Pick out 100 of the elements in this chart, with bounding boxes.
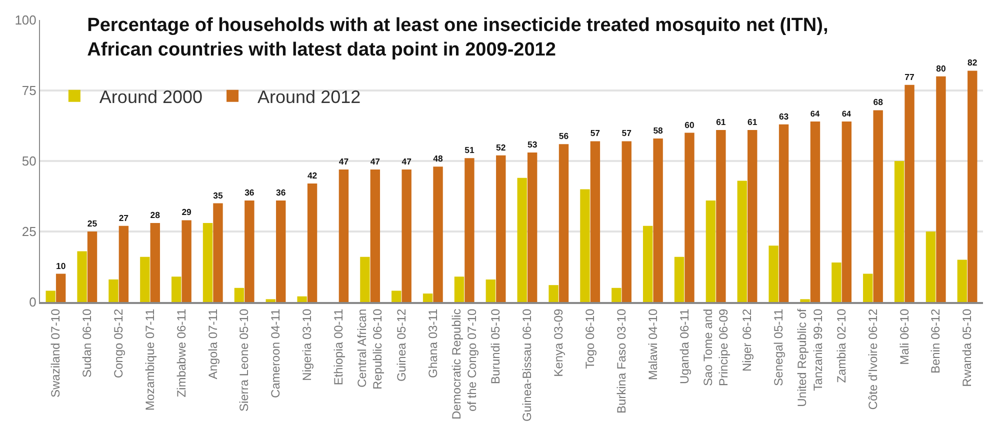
bar	[266, 299, 276, 302]
bar	[307, 184, 318, 302]
legend-label: Around 2000	[99, 86, 203, 107]
legend-label: Around 2012	[258, 86, 361, 107]
bar	[684, 132, 694, 302]
x-tick-label: Senegal 05-11	[772, 308, 786, 386]
bar	[904, 84, 914, 302]
x-tick-label: Uganda 06-11	[677, 308, 692, 384]
bar	[360, 256, 370, 302]
y-tick-label: 50	[22, 154, 36, 169]
bar	[150, 223, 160, 302]
bar	[422, 294, 433, 302]
bar	[77, 251, 87, 302]
data-label: 77	[904, 72, 915, 82]
data-label: 80	[936, 63, 946, 74]
data-label: 57	[590, 128, 600, 138]
bar	[56, 274, 66, 302]
data-label: 47	[338, 156, 349, 166]
bar	[894, 161, 904, 302]
data-label: 52	[496, 142, 506, 152]
data-label: 48	[433, 154, 444, 164]
y-tick-label: 0	[29, 294, 36, 310]
x-tick-label: Kenya 03-09	[552, 308, 566, 377]
x-tick-label: Mozambique 07-11	[142, 308, 157, 411]
bar	[748, 130, 758, 302]
x-tick-label: Guinea 05-12	[394, 308, 408, 382]
bar	[454, 276, 464, 302]
bar	[234, 288, 244, 302]
bar	[108, 279, 118, 302]
bar	[580, 189, 590, 302]
data-label: 61	[716, 116, 726, 127]
bar	[873, 110, 883, 302]
bar	[433, 166, 443, 302]
bar	[800, 299, 810, 302]
bar	[706, 200, 716, 302]
bar	[392, 290, 402, 302]
y-tick-label: 25	[22, 224, 36, 240]
data-label: 27	[118, 212, 129, 223]
bar	[517, 178, 527, 302]
bar	[622, 141, 632, 302]
x-tick-label: Congo 05-12	[111, 308, 126, 378]
x-tick-label: Burundi 05-10	[488, 308, 503, 384]
bar	[768, 246, 778, 302]
x-tick-label: Guinea-Bissau 06-10	[520, 308, 534, 422]
data-label: 10	[56, 260, 66, 271]
x-tick-label: Sudan 06-10	[80, 308, 94, 378]
bar	[737, 180, 747, 302]
bar	[87, 232, 98, 302]
bar	[642, 226, 653, 302]
bar	[202, 223, 213, 302]
x-tick-label: Niger 06-12	[740, 308, 754, 372]
x-tick-label: Ghana 03-11	[426, 308, 440, 378]
data-label: 68	[873, 97, 884, 108]
bar	[140, 256, 150, 302]
data-label: 53	[527, 140, 538, 150]
x-tick-label: Zimbabwe 06-11	[174, 308, 188, 398]
bar	[118, 226, 129, 302]
x-tick-label: Benin 06-12	[928, 308, 943, 374]
x-tick-label: United Republic of Tanzania 99-10	[795, 308, 825, 407]
data-label: 56	[558, 131, 569, 142]
bar	[716, 130, 726, 302]
x-tick-label: Zambia 02-10	[834, 308, 848, 383]
data-label: 36	[244, 187, 254, 198]
data-label: 47	[370, 156, 380, 166]
data-label: 28	[150, 210, 160, 220]
data-label: 82	[968, 58, 978, 68]
bar	[213, 203, 223, 302]
bar	[957, 260, 968, 302]
data-label: 35	[213, 190, 223, 200]
x-tick-label: Cameroon 04-11	[268, 308, 283, 398]
bar	[464, 158, 474, 302]
bar	[590, 141, 600, 302]
data-label: 42	[307, 170, 318, 181]
x-tick-label: Rwanda 05-10	[960, 308, 974, 387]
bar	[171, 276, 182, 302]
x-tick-label: Mali 06-10	[897, 308, 912, 365]
x-tick-label: Côte d'Ivoire 06-12	[866, 308, 880, 410]
bar	[674, 256, 684, 302]
x-tick-label: Burkina Faso 03-10	[614, 308, 628, 414]
x-tick-label: Ethiopia 00-11	[332, 308, 346, 386]
data-label: 57	[622, 128, 632, 138]
x-tick-label: Nigeria 03-10	[300, 308, 314, 381]
bar	[778, 124, 789, 302]
data-label: 29	[182, 207, 192, 218]
data-label: 36	[276, 187, 286, 198]
bar	[863, 274, 873, 302]
bar	[244, 200, 254, 302]
data-label: 25	[87, 218, 98, 228]
x-tick-label: Malawi 04-10	[646, 308, 660, 380]
bar	[653, 138, 663, 302]
bar	[558, 144, 569, 302]
data-label: 61	[748, 116, 758, 127]
data-label: 51	[464, 145, 474, 156]
data-label: 47	[402, 156, 412, 166]
y-tick-label: 75	[22, 83, 36, 98]
bar	[370, 169, 380, 302]
data-label: 58	[653, 125, 664, 136]
x-tick-label: Democratic Republic of the Congo 07-10	[449, 308, 480, 420]
bar	[338, 169, 349, 302]
chart-title: Percentage of households with at least one insecticide treated mosquito net (ITN), African countries with latest data point in 2009-2012	[87, 14, 828, 61]
